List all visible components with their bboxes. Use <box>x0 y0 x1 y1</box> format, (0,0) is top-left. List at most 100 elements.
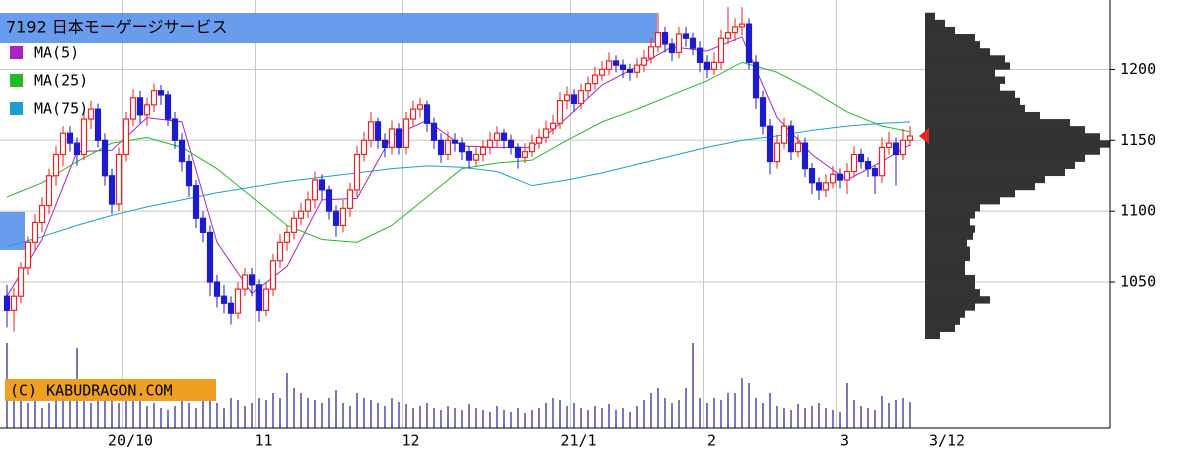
volume-profile-bar <box>925 140 1110 148</box>
volume-profile-bar <box>925 55 1005 63</box>
volume-profile-bar <box>925 147 1100 155</box>
candle-body <box>52 153 60 177</box>
candle-body <box>472 153 480 161</box>
candle-body <box>591 74 599 85</box>
candle-body <box>346 189 354 209</box>
candle-body <box>850 153 858 173</box>
candle-body <box>717 37 725 63</box>
volume-profile-bar <box>925 239 967 247</box>
candle-body <box>94 108 102 141</box>
candle-body <box>486 139 494 148</box>
candle-body <box>563 94 571 102</box>
y-tick-label: 1100 <box>1120 202 1156 220</box>
volume-profile-bar <box>925 111 1040 120</box>
candle-body <box>822 182 830 191</box>
candle-body <box>843 170 851 181</box>
candle-body <box>577 90 585 105</box>
volume-profile-bar <box>925 19 945 28</box>
volume-profile-bar <box>925 317 960 325</box>
candle-body <box>122 118 130 156</box>
candle-body <box>759 97 767 127</box>
candle-body <box>675 33 683 54</box>
volume-profile-bar <box>925 12 935 21</box>
candle-body <box>241 274 249 290</box>
last-price-marker <box>919 128 929 145</box>
candle-body <box>773 142 781 163</box>
volume-profile-bar <box>925 260 965 269</box>
plot <box>3 7 1110 428</box>
candle-body <box>108 175 116 205</box>
y-tick-label: 1050 <box>1120 273 1156 291</box>
volume-profile-bar <box>925 303 975 311</box>
candle-body <box>899 139 907 156</box>
candle-body <box>703 61 711 71</box>
candle-body <box>556 100 564 124</box>
candle-body <box>381 139 389 148</box>
candle-body <box>353 153 361 191</box>
candle-body <box>787 125 795 153</box>
candle-body <box>199 217 207 234</box>
candle-body <box>402 118 410 148</box>
candle-body <box>647 46 655 59</box>
volume-profile-bar <box>925 274 975 283</box>
candle-body <box>101 139 109 177</box>
volume-profile-bar <box>925 218 970 226</box>
candle-body <box>871 168 879 177</box>
candle-body <box>892 142 900 156</box>
x-tick-label: 3 <box>840 432 849 450</box>
candle-body <box>255 284 263 311</box>
candle-body <box>17 267 25 297</box>
candle-body <box>731 26 739 34</box>
volume-profile-bar <box>925 211 975 219</box>
y-tick-label: 1200 <box>1120 60 1156 78</box>
candle-body <box>206 231 214 283</box>
candle-body <box>45 175 53 207</box>
volume-profile-bar <box>925 133 1100 141</box>
candle-body <box>661 31 669 45</box>
candle-body <box>465 151 473 161</box>
price-band <box>0 212 25 250</box>
candle-body <box>339 207 347 226</box>
candle-body <box>73 142 81 156</box>
candle-body <box>801 142 809 170</box>
candle-body <box>682 33 690 39</box>
volume-profile-bar <box>925 41 980 49</box>
candle-body <box>584 83 592 92</box>
candle-body <box>10 295 18 311</box>
candle-body <box>297 210 305 219</box>
candle-body <box>542 128 550 139</box>
volume-profile-bar <box>925 267 965 276</box>
candle-body <box>157 90 165 96</box>
volume-profile-bar <box>925 196 1000 205</box>
candle-body <box>143 104 151 116</box>
volume-profile-bar <box>925 331 940 340</box>
candle-body <box>248 274 256 286</box>
candle-body <box>150 90 158 106</box>
legend-swatch <box>10 46 23 59</box>
candle-body <box>878 146 886 177</box>
volume-profile-bar <box>925 90 1015 99</box>
candle-body <box>451 139 459 144</box>
volume-profile-bar <box>925 154 1085 162</box>
legend-label: MA(25) <box>34 72 88 90</box>
candle-body <box>276 241 284 262</box>
candle-body <box>493 132 501 141</box>
candle-body <box>227 302 235 314</box>
volume-profile-bar <box>925 246 970 254</box>
candle-body <box>633 64 641 73</box>
candle-body <box>668 43 676 54</box>
volume-profile-bar <box>925 126 1085 134</box>
candle-body <box>269 260 277 290</box>
candle-body <box>906 135 914 141</box>
candle-body <box>766 125 774 163</box>
candle-body <box>745 23 753 63</box>
candle-body <box>3 295 11 311</box>
candle-body <box>612 60 620 66</box>
copyright-box <box>5 379 216 401</box>
candle-body <box>549 122 557 130</box>
candle-body <box>710 61 718 71</box>
candle-body <box>283 231 291 243</box>
candle-body <box>24 241 32 269</box>
